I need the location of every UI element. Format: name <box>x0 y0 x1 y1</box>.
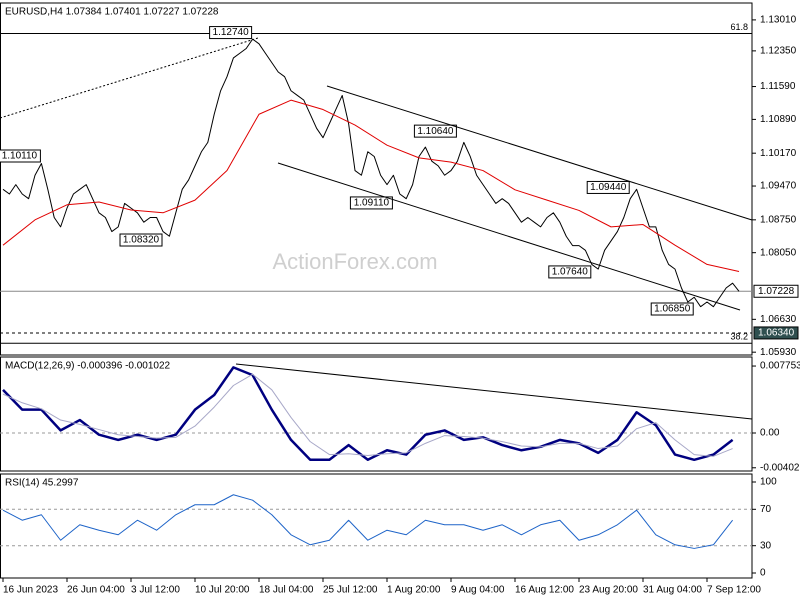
panel: 0 30 70 100 16 Jun 2023 26 Jun 04:00 3 Jul 12:… <box>0 473 777 596</box>
series-line <box>2 99 740 272</box>
panel-title: MACD(12,26,9) -0.000396 -0.001022 <box>5 361 171 372</box>
panel-title: RSI(14) 45.2997 <box>5 478 79 489</box>
x-tick-label: 23 Aug 20:00 <box>579 585 638 596</box>
y-tick-label: 1.09470 <box>760 181 797 192</box>
price-annotation-label: 1.10110 <box>2 151 38 162</box>
y-tick-label: 30 <box>760 540 772 551</box>
channel-lower-line <box>277 162 741 311</box>
y-tick-label: 70 <box>760 504 772 515</box>
panel: ActionForex.com 61.8 38.2 1.07228 1.06340 1.1… <box>0 2 799 358</box>
dotted-trend-line <box>0 37 259 119</box>
panel-frame <box>0 2 753 356</box>
x-tick-label: 18 Jul 04:00 <box>259 585 314 596</box>
price-annotation-label: 1.12740 <box>213 27 250 38</box>
x-tick-label: 9 Aug 04:00 <box>451 585 505 596</box>
x-tick-label: 16 Aug 12:00 <box>515 585 574 596</box>
price-annotation-label: 1.07640 <box>552 267 589 278</box>
price-marker-label: 1.06340 <box>758 328 795 339</box>
y-tick-label: -0.004027 <box>760 462 800 473</box>
panel: 0.007753 0.00 -0.004027 MACD(12,26,9) -0.00… <box>0 356 800 473</box>
x-tick-label: 10 Jul 20:00 <box>195 585 250 596</box>
x-tick-label: 16 Jun 2023 <box>3 585 58 596</box>
panel-frame <box>0 473 753 579</box>
price-annotation-label: 1.06850 <box>654 304 691 315</box>
price-annotation-box <box>650 302 694 316</box>
macd-trend-line <box>235 363 753 420</box>
price-annotation-box <box>586 180 630 194</box>
price-annotation-label: 1.10640 <box>417 126 454 137</box>
price-annotation-label: 1.09440 <box>590 182 627 193</box>
price-annotation-box <box>548 265 592 279</box>
x-tick-label: 7 Sep 12:00 <box>707 585 761 596</box>
y-tick-label: 0 <box>760 568 766 579</box>
panel-frame <box>0 356 753 472</box>
price-annotation-box <box>209 26 253 40</box>
series-line <box>2 373 733 457</box>
x-tick-label: 1 Aug 20:00 <box>387 585 441 596</box>
y-tick-label: 1.10170 <box>760 148 797 159</box>
price-annotation-label: 1.09110 <box>354 198 390 209</box>
y-tick-label: 1.06630 <box>760 314 797 325</box>
fib-level-label: 38.2 <box>730 332 748 342</box>
y-tick-label: 1.05930 <box>760 347 797 358</box>
price-annotation-box <box>349 196 393 210</box>
y-tick-label: 1.08050 <box>760 247 797 258</box>
y-tick-label: 0.00 <box>760 428 780 439</box>
price-annotation-label: 1.08320 <box>123 235 160 246</box>
watermark: ActionForex.com <box>272 249 437 274</box>
y-tick-label: 0.007753 <box>760 361 800 372</box>
series-line <box>2 38 740 308</box>
y-tick-label: 1.12350 <box>760 46 797 57</box>
price-annotation-box <box>0 149 41 163</box>
panel-title: EURUSD,H4 1.07384 1.07401 1.07227 1.0722… <box>5 7 219 18</box>
series-line <box>2 366 734 462</box>
y-tick-label: 1.10890 <box>760 114 797 125</box>
x-tick-label: 25 Jul 12:00 <box>323 585 378 596</box>
y-tick-label: 1.08750 <box>760 214 797 225</box>
x-tick-label: 26 Jun 04:00 <box>67 585 125 596</box>
price-annotation-box <box>413 124 457 138</box>
series-line <box>2 494 734 549</box>
trend-lines <box>0 37 753 420</box>
price-marker-box <box>753 326 799 340</box>
y-tick-label: 100 <box>760 477 777 488</box>
fib-level-label: 61.8 <box>730 22 748 32</box>
channel-upper-line <box>326 85 753 221</box>
x-tick-label: 3 Jul 12:00 <box>131 585 180 596</box>
price-marker-label: 1.07228 <box>758 286 795 297</box>
x-tick-label: 31 Aug 04:00 <box>643 585 702 596</box>
y-tick-label: 1.11590 <box>760 81 796 92</box>
price-annotation-box <box>119 233 163 247</box>
price-marker-box <box>753 284 799 298</box>
y-tick-label: 1.13010 <box>760 15 797 26</box>
